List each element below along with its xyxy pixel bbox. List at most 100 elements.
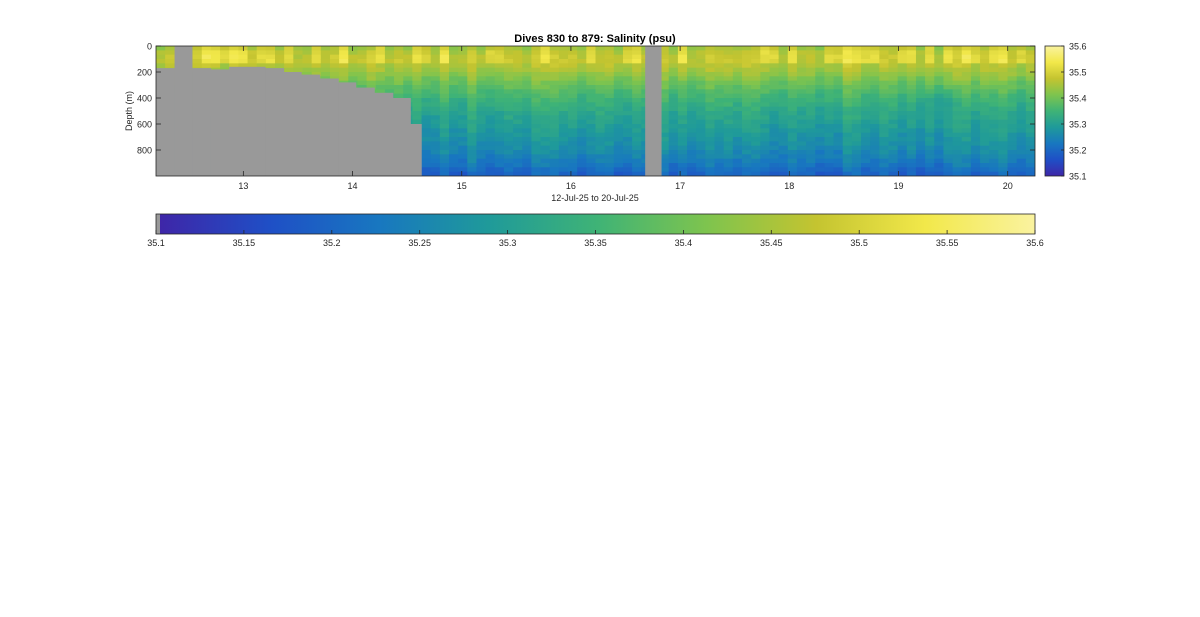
heatmap-cell: [1025, 145, 1035, 151]
heatmap-cell: [284, 46, 294, 51]
heatmap-cell: [815, 150, 826, 155]
heatmap-cell: [348, 59, 359, 64]
heatmap-cell: [732, 167, 743, 173]
heatmap-cell: [659, 67, 670, 73]
heatmap-cell: [485, 171, 496, 176]
heatmap-cell: [751, 67, 761, 73]
x-tick-label: 15: [457, 181, 467, 191]
heatmap-cell: [632, 89, 642, 95]
heatmap-cell: [522, 102, 533, 108]
heatmap-cell: [668, 63, 679, 69]
heatmap-cell: [806, 128, 816, 134]
heatmap-cell: [458, 132, 468, 138]
heatmap-cell: [778, 50, 789, 56]
heatmap-cell: [906, 128, 917, 134]
heatmap-cell: [723, 89, 734, 95]
heatmap-cell: [586, 85, 597, 90]
heatmap-cell: [989, 98, 999, 103]
heatmap-cell: [760, 128, 771, 134]
heatmap-cell: [384, 72, 395, 77]
heatmap-cell: [732, 119, 743, 125]
heatmap-cell: [925, 89, 935, 95]
heatmap-cell: [485, 115, 496, 121]
heatmap-cell: [458, 63, 468, 69]
heatmap-cell: [778, 80, 789, 86]
heatmap-cell: [439, 154, 450, 160]
heatmap-cell: [879, 167, 890, 173]
heatmap-cell: [430, 67, 441, 73]
heatmap-cell: [998, 98, 1009, 103]
heatmap-cell: [513, 154, 523, 160]
heatmap-cell: [156, 54, 166, 60]
heatmap-cell: [458, 72, 468, 77]
heatmap-cell: [384, 80, 395, 86]
heatmap-cell: [824, 163, 835, 168]
heatmap-cell: [742, 85, 752, 90]
heatmap-cell: [787, 111, 798, 116]
heatmap-cell: [357, 80, 368, 86]
heatmap-cell: [705, 145, 716, 151]
heatmap-cell: [476, 132, 487, 138]
heatmap-cell: [458, 102, 468, 108]
heatmap-cell: [503, 54, 514, 60]
heatmap-cell: [622, 171, 633, 176]
heatmap-cell: [760, 63, 771, 69]
heatmap-cell: [604, 154, 615, 160]
heatmap-cell: [989, 154, 999, 160]
heatmap-cell: [714, 145, 725, 151]
heatmap-cell: [888, 63, 899, 69]
heatmap-cell: [742, 167, 752, 173]
heatmap-cell: [970, 141, 981, 147]
heatmap-cell: [577, 119, 587, 125]
heatmap-cell: [732, 171, 743, 176]
heatmap-cell: [458, 50, 468, 56]
heatmap-cell: [577, 85, 587, 90]
heatmap-cell: [742, 76, 752, 82]
heatmap-cell: [558, 167, 569, 173]
heatmap-cell: [284, 63, 294, 69]
heatmap-cell: [412, 50, 423, 56]
heatmap-cell: [156, 50, 166, 56]
heatmap-cell: [998, 128, 1009, 134]
heatmap-cell: [632, 167, 642, 173]
heatmap-cell: [403, 46, 413, 51]
heatmap-cell: [687, 85, 697, 90]
heatmap-cell: [952, 85, 963, 90]
heatmap-cell: [595, 72, 606, 77]
heatmap-cell: [806, 102, 816, 108]
heatmap-cell: [952, 167, 963, 173]
heatmap-cell: [778, 150, 789, 155]
heatmap-cell: [568, 124, 578, 129]
heatmap-cell: [165, 46, 175, 51]
heatmap-cell: [796, 63, 807, 69]
heatmap-cell: [339, 46, 349, 51]
heatmap-cell: [705, 54, 716, 60]
heatmap-cell: [769, 67, 780, 73]
heatmap-cell: [906, 111, 917, 116]
heatmap-cell: [961, 50, 972, 56]
heatmap-cell: [439, 80, 450, 86]
heatmap-cell: [842, 89, 853, 95]
heatmap-cell: [1016, 124, 1027, 129]
heatmap-cell: [696, 54, 706, 60]
heatmap-cell: [888, 158, 899, 164]
heatmap-cell: [778, 46, 789, 51]
heatmap-cell: [632, 63, 642, 69]
heatmap-cell: [513, 72, 523, 77]
heatmap-cell: [421, 137, 432, 142]
heatmap-cell: [430, 132, 441, 138]
heatmap-cell: [1025, 59, 1035, 64]
heatmap-cell: [796, 102, 807, 108]
heatmap-cell: [384, 59, 395, 64]
heatmap-cell: [513, 85, 523, 90]
heatmap-cell: [439, 46, 450, 51]
heatmap-cell: [732, 132, 743, 138]
heatmap-cell: [375, 63, 386, 69]
horizontal-colorbar-tick-label: 35.45: [760, 238, 783, 248]
heatmap-cell: [339, 59, 349, 64]
heatmap-cell: [952, 54, 963, 60]
heatmap-cell: [751, 141, 761, 147]
heatmap-cell: [586, 59, 597, 64]
heatmap-cell: [595, 167, 606, 173]
heatmap-cell: [329, 46, 340, 51]
